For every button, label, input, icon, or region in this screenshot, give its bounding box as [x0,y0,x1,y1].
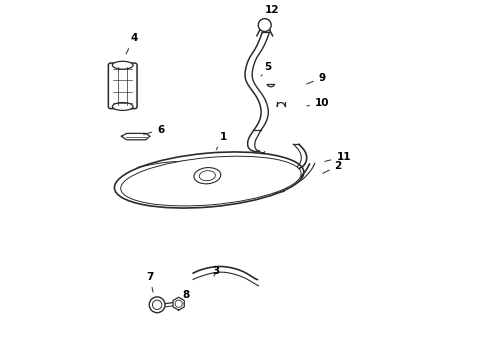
Text: 5: 5 [261,62,272,76]
Ellipse shape [112,61,133,69]
Circle shape [149,297,165,313]
FancyBboxPatch shape [108,63,137,109]
Ellipse shape [199,171,216,181]
Text: 4: 4 [126,33,138,54]
Circle shape [152,300,162,310]
Text: 1: 1 [216,132,227,149]
Ellipse shape [194,167,221,184]
Text: 11: 11 [325,152,351,162]
Ellipse shape [121,156,301,206]
Text: 6: 6 [144,125,164,135]
Circle shape [175,300,182,307]
Text: 8: 8 [182,290,190,304]
Circle shape [258,19,271,32]
Text: 10: 10 [307,98,329,108]
Text: 7: 7 [147,272,154,292]
Ellipse shape [115,152,304,208]
Text: 12: 12 [265,5,279,21]
Text: 2: 2 [323,161,342,174]
Text: 9: 9 [307,73,326,84]
Text: 3: 3 [213,266,220,276]
Ellipse shape [112,103,133,111]
